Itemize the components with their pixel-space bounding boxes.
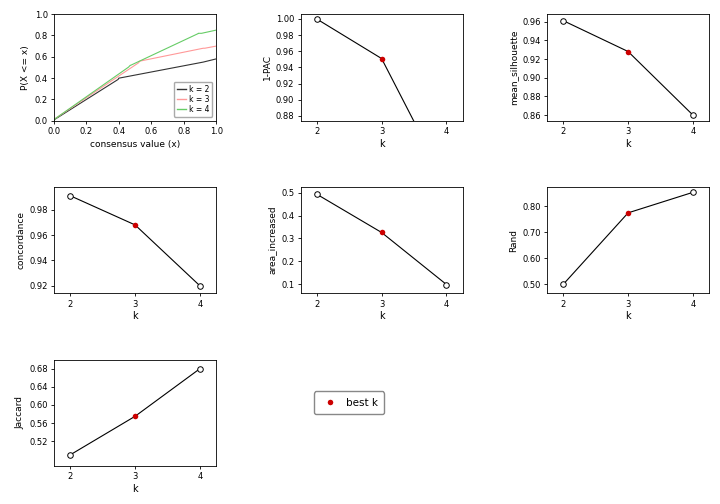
X-axis label: k: k (379, 139, 384, 149)
Y-axis label: Jaccard: Jaccard (16, 396, 25, 429)
Legend: best k: best k (314, 392, 384, 414)
Y-axis label: Rand: Rand (509, 229, 518, 251)
Y-axis label: mean_silhouette: mean_silhouette (509, 30, 518, 105)
Y-axis label: area_increased: area_increased (268, 206, 277, 275)
X-axis label: consensus value (x): consensus value (x) (90, 140, 180, 149)
X-axis label: k: k (132, 311, 138, 322)
X-axis label: k: k (625, 311, 631, 322)
X-axis label: k: k (132, 484, 138, 494)
Y-axis label: concordance: concordance (16, 211, 25, 269)
X-axis label: k: k (379, 311, 384, 322)
Y-axis label: 1-PAC: 1-PAC (263, 54, 271, 81)
X-axis label: k: k (625, 139, 631, 149)
Legend: k = 2, k = 3, k = 4: k = 2, k = 3, k = 4 (174, 82, 212, 117)
Y-axis label: P(X <= x): P(X <= x) (22, 45, 30, 90)
